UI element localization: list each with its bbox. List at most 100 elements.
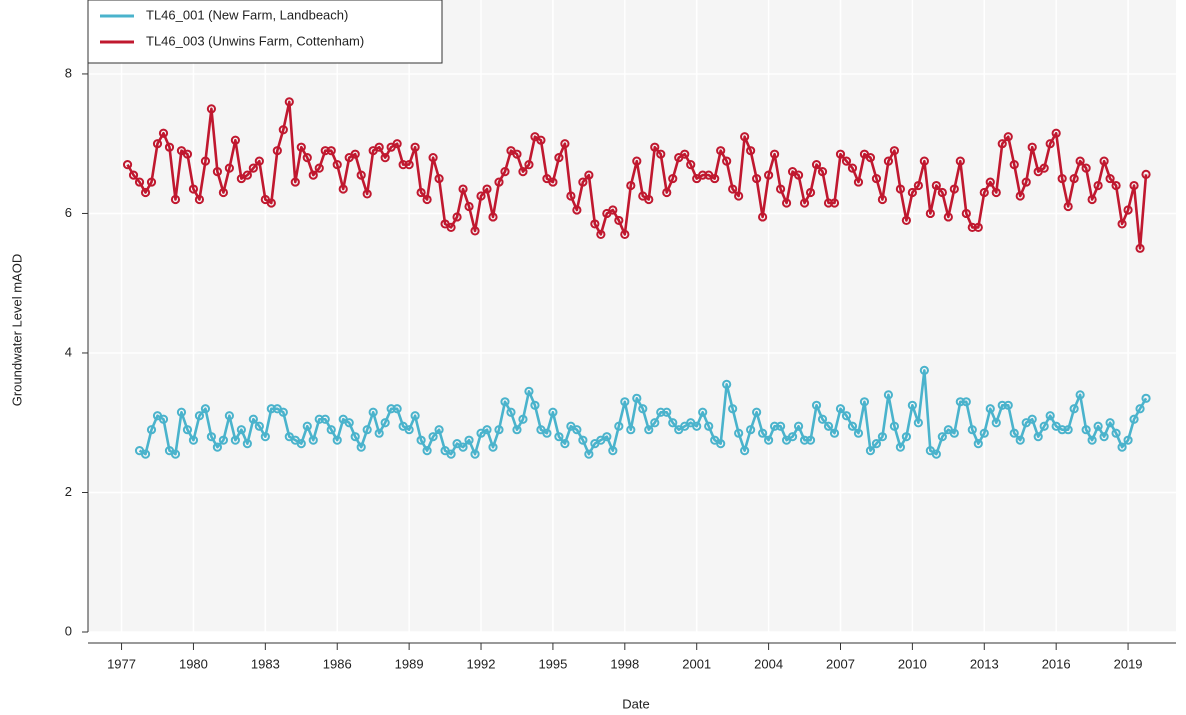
data-point bbox=[146, 425, 157, 435]
data-point bbox=[176, 407, 187, 417]
data-point bbox=[206, 432, 217, 442]
data-point bbox=[799, 435, 810, 445]
data-point bbox=[1117, 442, 1127, 452]
data-point bbox=[152, 139, 163, 149]
data-point bbox=[769, 421, 780, 431]
data-point bbox=[961, 208, 971, 219]
data-point bbox=[296, 142, 306, 152]
data-point bbox=[458, 184, 468, 194]
data-point bbox=[392, 139, 402, 149]
data-point bbox=[967, 222, 977, 233]
data-point bbox=[458, 442, 468, 452]
data-point bbox=[242, 439, 252, 449]
data-point bbox=[416, 435, 426, 445]
data-point bbox=[1117, 219, 1127, 229]
data-point bbox=[548, 177, 558, 187]
data-point bbox=[680, 149, 690, 159]
data-point bbox=[1003, 400, 1013, 410]
data-point bbox=[1075, 156, 1085, 166]
data-point bbox=[1039, 421, 1049, 431]
data-point bbox=[1009, 428, 1019, 438]
data-point bbox=[404, 425, 414, 435]
data-point bbox=[877, 432, 888, 442]
data-point bbox=[164, 142, 175, 152]
data-point bbox=[1129, 180, 1139, 191]
x-axis-label: Date bbox=[622, 696, 649, 711]
data-point bbox=[985, 404, 995, 414]
data-point bbox=[835, 149, 846, 159]
data-point bbox=[158, 414, 169, 424]
y-tick-label: 4 bbox=[65, 344, 72, 359]
data-point bbox=[188, 435, 199, 445]
data-point bbox=[919, 156, 929, 166]
data-point bbox=[620, 397, 630, 407]
data-point bbox=[1135, 404, 1145, 414]
data-point bbox=[763, 170, 774, 180]
data-point bbox=[422, 446, 432, 456]
data-point bbox=[746, 146, 756, 156]
data-point bbox=[272, 146, 282, 156]
data-point bbox=[608, 205, 618, 215]
data-point bbox=[500, 167, 510, 177]
data-point bbox=[1069, 173, 1079, 184]
data-point bbox=[805, 187, 816, 198]
data-point bbox=[146, 177, 157, 187]
data-point bbox=[799, 198, 810, 208]
data-point bbox=[656, 149, 666, 159]
data-point bbox=[140, 449, 151, 459]
data-point bbox=[1093, 421, 1103, 431]
data-point bbox=[734, 428, 744, 438]
data-point bbox=[344, 418, 354, 428]
data-point bbox=[524, 160, 534, 170]
data-point bbox=[242, 170, 252, 180]
data-point bbox=[692, 421, 702, 431]
data-point bbox=[584, 170, 594, 180]
data-point bbox=[404, 160, 414, 170]
data-point bbox=[428, 432, 438, 442]
data-point bbox=[464, 201, 474, 212]
data-point bbox=[422, 194, 432, 205]
data-point bbox=[494, 425, 504, 435]
data-point bbox=[482, 184, 492, 194]
data-point bbox=[1063, 425, 1073, 435]
plot-background bbox=[88, 0, 1176, 632]
data-point bbox=[787, 432, 798, 442]
data-point bbox=[955, 397, 965, 407]
data-point bbox=[554, 153, 564, 163]
data-point bbox=[416, 187, 426, 198]
data-point bbox=[931, 449, 941, 459]
data-point bbox=[1111, 428, 1121, 438]
data-point bbox=[728, 184, 738, 194]
data-point bbox=[913, 418, 923, 428]
data-point bbox=[590, 219, 600, 229]
data-point bbox=[967, 425, 977, 435]
data-point bbox=[1069, 404, 1079, 414]
data-point bbox=[1021, 177, 1031, 187]
data-point bbox=[829, 428, 840, 438]
data-point bbox=[991, 418, 1001, 428]
data-point bbox=[332, 435, 342, 445]
data-point bbox=[823, 421, 834, 431]
data-point bbox=[332, 160, 342, 170]
data-point bbox=[662, 407, 672, 417]
data-point bbox=[572, 205, 582, 215]
data-point bbox=[973, 439, 983, 449]
data-point bbox=[656, 407, 666, 417]
data-point bbox=[470, 449, 480, 459]
data-point bbox=[482, 425, 492, 435]
data-point bbox=[392, 404, 402, 414]
data-point bbox=[985, 177, 995, 187]
data-point bbox=[446, 222, 456, 233]
data-point bbox=[758, 428, 768, 438]
data-point bbox=[212, 442, 223, 452]
data-point bbox=[1045, 139, 1055, 149]
data-point bbox=[1003, 132, 1013, 142]
data-point bbox=[542, 428, 552, 438]
data-point bbox=[638, 404, 648, 414]
data-point bbox=[284, 97, 294, 107]
data-point bbox=[326, 425, 336, 435]
data-point bbox=[182, 149, 193, 159]
data-point bbox=[260, 432, 270, 442]
x-tick-label: 1992 bbox=[467, 656, 496, 671]
